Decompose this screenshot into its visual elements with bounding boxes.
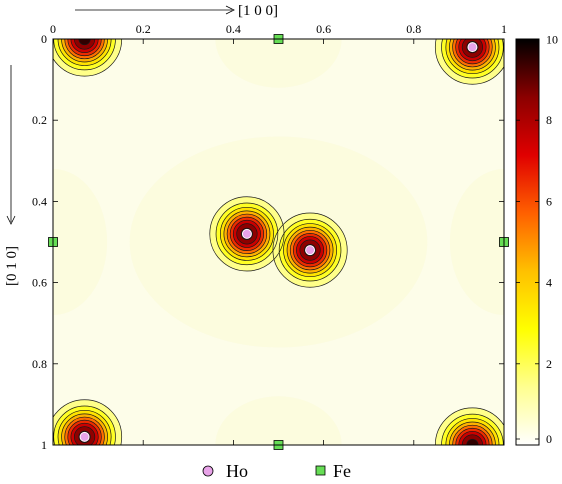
y-axis-label: [0 1 0] [4,246,20,286]
contour-ring [455,427,490,445]
colorbar-tick-label: 2 [546,357,552,371]
contour-ring [78,39,91,46]
contour-ring [226,213,268,255]
contour-ring [236,223,258,245]
contour-ring [434,39,504,85]
contour-ring [61,39,108,63]
x-tick-label: 1 [501,22,507,36]
contour-ring [53,399,123,445]
plot-border [52,38,505,446]
x-axis-ticks: 0 0.2 0.4 0.6 0.8 1 [50,22,507,445]
density-haze [449,168,504,316]
colorbar-tick-label: 6 [546,194,552,208]
colorbar-gradient [515,38,540,446]
y-tick-label: 0.2 [32,113,47,127]
x-tick-label: 0 [50,22,56,36]
y-axis-direction: [0 1 0] [4,65,20,286]
y-axis-arrowhead-icon [6,215,16,225]
contour-ring [445,39,500,75]
contour-ring [441,39,504,79]
x-tick-label: 0.6 [316,22,331,36]
y-tick-label: 0.8 [32,357,47,371]
contour-ring [296,236,325,265]
y-tick-label: 0.6 [32,276,47,290]
contour-ring [461,39,484,58]
contour-ring [445,418,500,445]
contour-ring [449,421,496,445]
x-tick-label: 0.8 [406,22,421,36]
density-haze [53,168,108,316]
contour-ring [53,39,116,71]
contour-ring [283,223,338,278]
contour-ring [219,206,274,261]
ho-atom-marker [241,228,252,239]
contour-ring [240,227,254,240]
contour-ring [73,426,96,445]
contour-ring [57,409,112,445]
colorbar-tick-label: 10 [546,33,558,47]
contour-ring [286,226,334,274]
contour-ring [466,41,479,54]
colorbar-tick-label: 0 [546,432,552,446]
contour-ring [53,405,116,445]
x-axis-label: [1 0 0] [238,3,278,19]
contour-ring [70,39,99,54]
contour-ring [455,39,490,65]
x-axis-arrowhead-icon [225,5,235,15]
y-tick-label: 1 [41,438,47,452]
colorbar: 0 2 4 6 8 10 [515,33,558,446]
contour-ring [441,413,504,445]
contour-ring [64,416,105,445]
contour-ring [229,216,265,252]
y-tick-label: 0.4 [32,194,47,208]
contour-ring [292,232,328,268]
contour-ring [272,212,348,288]
ho-atom-marker [467,42,478,53]
contour-ring [223,210,271,258]
density-haze [215,396,342,445]
contour-ring [303,244,317,257]
y-axis-ticks: 0 0.2 0.4 0.6 0.8 1 [32,32,504,452]
y-tick-label: 0 [41,32,47,46]
contour-ring [73,39,96,50]
contour-ring [78,430,91,443]
contour-ring [289,229,331,271]
contour-lines [53,39,504,445]
contour-ring [458,430,487,445]
x-axis-direction: [1 0 0] [75,3,278,19]
legend-fe-label: Fe [333,461,351,481]
contour-ring [53,39,123,77]
legend-fe-marker [315,465,326,476]
legend-ho-label: Ho [226,461,248,481]
contour-ring [449,39,496,71]
density-level [466,439,479,445]
contour-ring [61,413,108,445]
contour-ring [299,239,321,261]
contour-ring [452,39,493,68]
x-tick-label: 0.2 [136,22,151,36]
contour-ring [452,424,493,445]
contour-ring [67,419,102,445]
colorbar-tick-label: 4 [546,276,552,290]
colorbar-tick-label: 8 [546,113,552,127]
density-haze [215,39,342,88]
contour-ring [458,39,487,62]
contour-ring [278,218,342,282]
ho-atom-marker [79,431,90,442]
ho-atom-marker [305,245,316,256]
contour-ring [67,39,102,57]
contour-ring [57,39,112,66]
contour-ring [215,202,279,266]
contour-ring [70,422,99,445]
contour-ring [232,219,261,248]
x-tick-label: 0.4 [226,22,241,36]
legend: Ho Fe [202,461,351,481]
colorbar-ticks: 0 2 4 6 8 10 [516,33,558,446]
contour-ring [64,39,105,60]
density-level [78,39,91,45]
legend-ho-marker [202,465,214,477]
